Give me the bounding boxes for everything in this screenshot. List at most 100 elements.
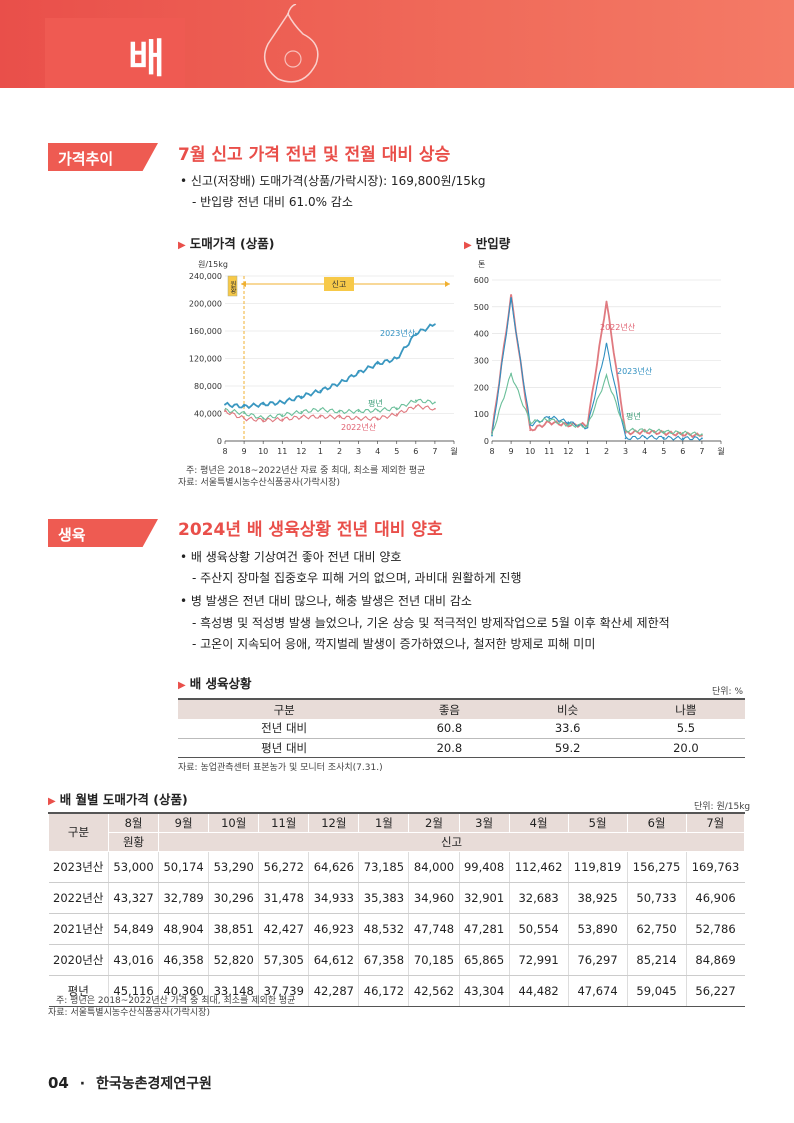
chart2-heading: ▶ 반입량 — [464, 236, 511, 251]
data-point — [624, 437, 627, 440]
data-point — [529, 424, 532, 426]
price-cell: 48,532 — [358, 913, 409, 945]
page-number: 04 — [48, 1074, 69, 1092]
data-point — [338, 416, 341, 418]
price-cell: 50,554 — [508, 913, 569, 945]
series-line-0 — [224, 323, 436, 410]
price-cell: 169,763 — [685, 851, 745, 883]
growth-sub-2: - 흑성병 및 적성병 발생 늘었으나, 기온 상승 및 적극적인 방제작업으로… — [192, 616, 670, 630]
price-cell: 43,304 — [458, 975, 510, 1007]
page-footer: 04 · 한국농촌경제연구원 — [48, 1073, 212, 1093]
growth-table-source: 자료: 농업관측센터 표본농가 및 모니터 조사치(7.31.) — [178, 763, 383, 773]
price-cell: 43,327 — [107, 882, 159, 914]
price-cell: 119,819 — [567, 851, 628, 883]
table-cell: 평년 대비 — [178, 738, 391, 758]
x-tick-label: 5 — [394, 447, 399, 456]
table-cell: 59.2 — [508, 738, 627, 758]
data-point — [701, 433, 703, 436]
price-cell: 48,904 — [158, 913, 209, 945]
price-cell: 64,626 — [308, 851, 359, 883]
x-tick-label: 11 — [544, 447, 554, 456]
growth-sub-3: - 고온이 지속되어 응애, 깍지벌레 발생이 증가하였으나, 철저한 방제로 … — [192, 637, 596, 651]
price-cell: 84,869 — [685, 944, 745, 976]
triangle-icon: ▶ — [178, 680, 186, 691]
table-row: 2020년산 43,016 46,358 52,820 57,305 64,612 67,3… — [48, 944, 745, 976]
price-table-unit: 단위: 원/15kg — [694, 802, 751, 812]
data-point — [395, 357, 398, 360]
y-tick-label: 0 — [217, 437, 222, 446]
wonhwang-label-box — [227, 275, 238, 297]
series-label-avg-vol: 평년 — [626, 411, 641, 421]
month-header: 1월 — [358, 812, 410, 833]
data-point — [414, 332, 417, 335]
series-line-0 — [491, 294, 703, 439]
growth-bullet-1: • 배 생육상황 기상여건 좋아 전년 대비 양호 — [180, 550, 402, 564]
section-title-growth: 2024년 배 생육상황 전년 대비 양호 — [178, 520, 443, 540]
y-tick-label: 160,000 — [189, 327, 222, 336]
data-point — [300, 395, 303, 398]
data-point — [376, 362, 379, 365]
price-cell: 85,214 — [626, 944, 687, 976]
data-point — [319, 389, 322, 392]
data-point — [395, 407, 398, 410]
month-header: 11월 — [258, 812, 310, 833]
price-cell: 38,925 — [567, 882, 628, 914]
y-tick-label: 0 — [484, 437, 489, 446]
singo-label: 신고 — [332, 280, 347, 289]
price-cell: 47,674 — [567, 975, 628, 1007]
price-cell: 46,906 — [685, 882, 745, 914]
x-tick-label: 6 — [680, 447, 685, 456]
price-cell: 62,750 — [626, 913, 687, 945]
month-header: 10월 — [208, 812, 260, 833]
growth-table: 구분 좋음 비슷 나쁨 전년 대비 60.8 33.6 5.5 평년 대비 20… — [178, 698, 745, 758]
data-point — [262, 417, 265, 420]
price-cell: 42,287 — [308, 975, 359, 1007]
y-tick-label: 500 — [474, 303, 489, 312]
col-header: 좋음 — [390, 698, 509, 719]
price-cell: 42,562 — [408, 975, 460, 1007]
data-point — [281, 418, 284, 421]
price-cell: 38,851 — [208, 913, 259, 945]
data-point — [243, 417, 245, 420]
table-cell: 5.5 — [626, 719, 745, 739]
price-cell: 42,427 — [258, 913, 309, 945]
table-row: 2021년산 54,849 48,904 38,851 42,427 46,923 48,5… — [48, 913, 745, 945]
x-tick-label: 12 — [296, 447, 306, 456]
month-header: 12월 — [308, 812, 360, 833]
table-row: 평년 대비 20.8 59.2 20.0 — [178, 738, 745, 758]
row-label: 2022년산 — [48, 882, 109, 914]
x-tick-label: 2 — [604, 447, 609, 456]
y-tick-label: 200 — [474, 383, 489, 392]
price-cell: 76,297 — [567, 944, 628, 976]
data-point — [548, 418, 551, 421]
data-point — [529, 421, 532, 424]
page-header: 배 — [0, 0, 794, 88]
growth-table-heading: ▶ 배 생육상황 — [178, 676, 252, 691]
table-cell: 33.6 — [508, 719, 627, 739]
data-point — [224, 403, 226, 406]
x-tick-label: 10 — [525, 447, 535, 456]
chart-source: 자료: 서울특별시농수산식품공사(가락시장) — [178, 478, 340, 488]
triangle-icon: ▶ — [464, 240, 472, 251]
singo-label-box — [324, 277, 354, 291]
table-row: 평년 45,116 40,360 33,148 37,739 42,287 46,172 42… — [48, 975, 745, 1007]
price-cell: 50,174 — [158, 851, 209, 883]
table-row: 전년 대비 60.8 33.6 5.5 — [178, 719, 745, 739]
data-point — [338, 382, 341, 385]
price-cell: 46,358 — [158, 944, 209, 976]
chart2-unit: 톤 — [478, 260, 485, 269]
x-tick-label: 7 — [432, 447, 437, 456]
table-row: 2023년산 53,000 50,174 53,290 56,272 64,626 73,1… — [48, 851, 745, 883]
data-point — [376, 417, 379, 420]
x-tick-label: 11 — [277, 447, 287, 456]
header-title-box — [45, 18, 185, 88]
x-tick-label: 9 — [509, 447, 514, 456]
variety-header-wonhwang: 원황 — [107, 831, 160, 852]
data-point — [548, 415, 551, 418]
y-tick-label: 200,000 — [189, 300, 222, 309]
growth-sub-1: - 주산지 장마철 집중호우 피해 거의 없으며, 과비대 원활하게 진행 — [192, 571, 522, 585]
row-label: 2021년산 — [48, 913, 109, 945]
price-cell: 72,991 — [508, 944, 569, 976]
data-point — [643, 429, 646, 432]
